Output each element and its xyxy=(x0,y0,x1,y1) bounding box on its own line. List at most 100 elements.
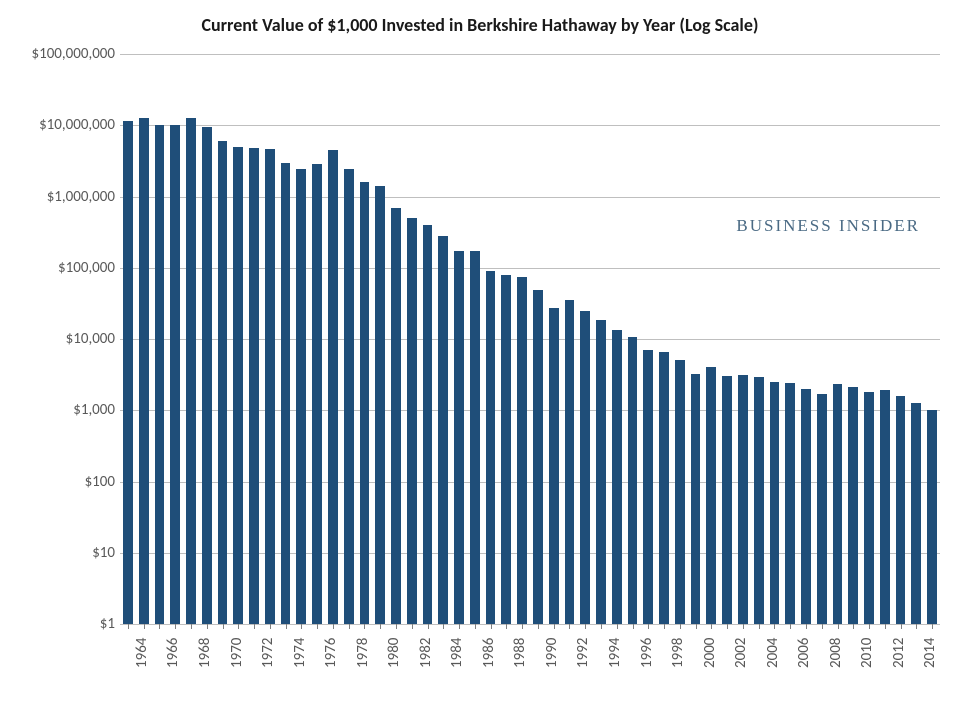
x-axis-label: 1968 xyxy=(196,638,214,668)
y-axis-label: $100,000,000 xyxy=(5,45,115,63)
bar xyxy=(139,118,149,624)
bar xyxy=(328,150,338,624)
bar xyxy=(817,394,827,624)
gridline xyxy=(120,54,940,55)
bar xyxy=(722,376,732,624)
x-tick xyxy=(711,624,712,629)
x-axis-label: 1972 xyxy=(259,638,277,668)
y-axis-label: $1,000,000 xyxy=(5,188,115,206)
x-tick xyxy=(806,624,807,629)
x-axis-label: 2008 xyxy=(827,638,845,668)
x-axis-label: 1984 xyxy=(448,638,466,668)
x-tick xyxy=(238,624,239,629)
x-tick xyxy=(585,624,586,629)
bar xyxy=(501,275,511,624)
x-tick xyxy=(696,624,697,629)
x-tick xyxy=(301,624,302,629)
x-axis-label: 1990 xyxy=(543,638,561,668)
x-tick xyxy=(380,624,381,629)
bar xyxy=(628,337,638,624)
x-axis-label: 2012 xyxy=(890,638,908,668)
x-axis-label: 1980 xyxy=(385,638,403,668)
bar xyxy=(391,208,401,624)
bar xyxy=(691,374,701,624)
bar xyxy=(454,251,464,624)
bar xyxy=(155,125,165,624)
x-axis-label: 2002 xyxy=(732,638,750,668)
x-tick xyxy=(554,624,555,629)
x-axis-label: 2000 xyxy=(701,638,719,668)
bar xyxy=(407,218,417,624)
x-tick xyxy=(743,624,744,629)
bar xyxy=(486,271,496,624)
x-tick xyxy=(317,624,318,629)
x-axis-label: 1988 xyxy=(511,638,529,668)
x-axis-label: 1966 xyxy=(164,638,182,668)
x-tick xyxy=(633,624,634,629)
x-tick xyxy=(443,624,444,629)
bar xyxy=(470,251,480,624)
gridline xyxy=(120,624,940,625)
x-axis-label: 2010 xyxy=(858,638,876,668)
bar xyxy=(801,389,811,624)
x-tick xyxy=(916,624,917,629)
bar xyxy=(281,163,291,624)
bar xyxy=(186,118,196,624)
x-tick xyxy=(333,624,334,629)
x-tick xyxy=(349,624,350,629)
bar xyxy=(344,169,354,624)
bar xyxy=(738,375,748,624)
x-tick xyxy=(459,624,460,629)
y-axis-label: $10,000 xyxy=(5,330,115,348)
bar xyxy=(296,169,306,624)
y-axis-label: $1 xyxy=(5,615,115,633)
x-tick xyxy=(191,624,192,629)
x-tick xyxy=(822,624,823,629)
bar xyxy=(533,290,543,624)
x-tick xyxy=(853,624,854,629)
x-tick xyxy=(286,624,287,629)
x-tick xyxy=(569,624,570,629)
bar xyxy=(612,330,622,624)
y-axis-label: $100,000 xyxy=(5,259,115,277)
x-tick xyxy=(680,624,681,629)
x-axis-label: 2004 xyxy=(764,638,782,668)
x-tick xyxy=(901,624,902,629)
bar xyxy=(517,277,527,624)
gridline xyxy=(120,125,940,126)
x-tick xyxy=(869,624,870,629)
x-tick xyxy=(885,624,886,629)
y-axis-label: $10,000,000 xyxy=(5,116,115,134)
x-axis-label: 1978 xyxy=(354,638,372,668)
x-axis-label: 1982 xyxy=(417,638,435,668)
x-tick xyxy=(790,624,791,629)
x-tick xyxy=(522,624,523,629)
x-axis-label: 1996 xyxy=(638,638,656,668)
x-tick xyxy=(412,624,413,629)
x-tick xyxy=(207,624,208,629)
bar xyxy=(123,121,133,624)
bar xyxy=(785,383,795,624)
bar xyxy=(580,311,590,624)
x-tick xyxy=(223,624,224,629)
bar xyxy=(360,182,370,624)
x-tick xyxy=(144,624,145,629)
y-axis-label: $1,000 xyxy=(5,401,115,419)
bar xyxy=(565,300,575,624)
x-axis-label: 1994 xyxy=(606,638,624,668)
watermark-text: BUSINESS INSIDER xyxy=(736,216,920,236)
bar xyxy=(233,147,243,624)
bar xyxy=(896,396,906,624)
bar xyxy=(864,392,874,624)
x-tick xyxy=(428,624,429,629)
chart-container: Current Value of $1,000 Invested in Berk… xyxy=(0,0,960,714)
bar xyxy=(848,387,858,624)
x-axis-label: 1976 xyxy=(322,638,340,668)
x-axis-label: 1998 xyxy=(669,638,687,668)
x-tick xyxy=(506,624,507,629)
x-tick xyxy=(759,624,760,629)
x-axis-label: 2014 xyxy=(921,638,939,668)
bar xyxy=(643,350,653,624)
bar xyxy=(754,377,764,624)
x-tick xyxy=(128,624,129,629)
